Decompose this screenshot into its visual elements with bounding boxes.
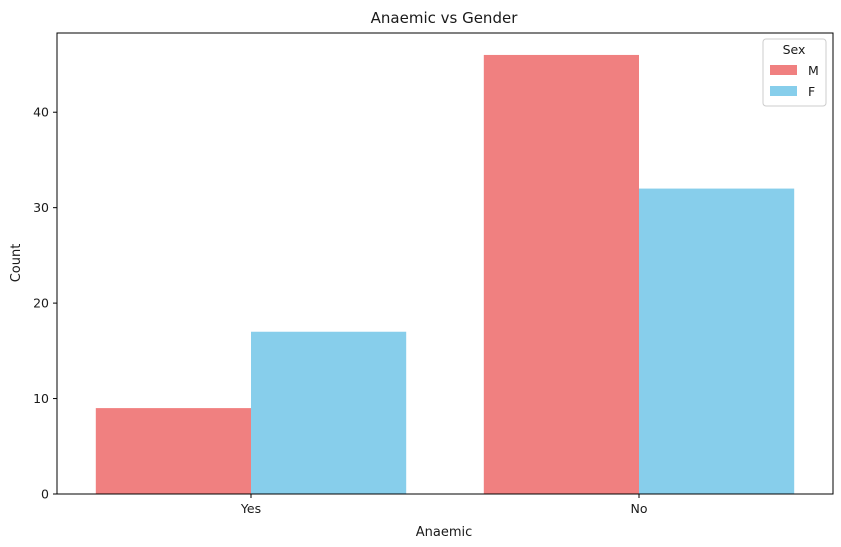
legend-label-m: M bbox=[808, 63, 819, 78]
y-axis-label: Count bbox=[9, 244, 24, 283]
plot-frame bbox=[56, 32, 834, 495]
legend: Sex MF bbox=[762, 38, 827, 107]
legend-swatch-f bbox=[770, 86, 797, 96]
y-tick-label: 0 bbox=[41, 487, 49, 502]
bar-f-yes bbox=[251, 331, 407, 494]
bar-m-yes bbox=[95, 408, 251, 494]
legend-title: Sex bbox=[783, 42, 806, 57]
bar-f-no bbox=[639, 188, 795, 494]
legend-label-f: F bbox=[808, 84, 815, 99]
y-tick-label: 20 bbox=[33, 296, 49, 311]
legend-swatch-m bbox=[770, 65, 797, 75]
y-axis: 0 10 20 30 40 bbox=[33, 105, 57, 502]
x-tick-label: No bbox=[631, 501, 648, 516]
y-tick-label: 40 bbox=[33, 105, 49, 120]
chart-title: Anaemic vs Gender bbox=[371, 9, 519, 27]
bar-m-no bbox=[483, 54, 639, 494]
x-axis-label: Anaemic bbox=[416, 525, 473, 540]
x-axis: Yes No bbox=[240, 494, 648, 516]
x-tick-label: Yes bbox=[240, 501, 261, 516]
y-tick-label: 30 bbox=[33, 200, 49, 215]
bars-group bbox=[95, 54, 795, 494]
y-tick-label: 10 bbox=[33, 391, 49, 406]
